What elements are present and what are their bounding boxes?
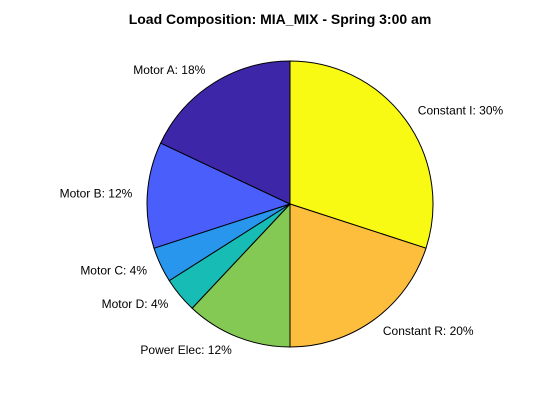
pie-label-motor-c: Motor C: 4% [80, 263, 147, 277]
pie-slice-constant-r [289, 203, 427, 348]
pie-label-motor-d: Motor D: 4% [102, 297, 169, 311]
pie-labels: Constant I: 30% Constant R: 20% Power Elec… [60, 63, 504, 357]
pie-label-constant-r: Constant R: 20% [383, 324, 474, 338]
pie-slice-constant-i [289, 60, 434, 249]
pie-slice-power-elec [191, 203, 291, 348]
pie-label-motor-b: Motor B: 12% [60, 186, 133, 200]
pie-slices [146, 60, 434, 348]
pie-label-constant-i: Constant I: 30% [418, 103, 504, 117]
chart-title: Load Composition: MIA_MIX - Spring 3:00 … [128, 11, 432, 27]
pie-slice-motor-a [160, 60, 291, 205]
pie-label-power-elec: Power Elec: 12% [140, 343, 232, 357]
pie-slice-motor-b [146, 142, 291, 249]
pie-label-motor-a: Motor A: 18% [133, 63, 205, 77]
